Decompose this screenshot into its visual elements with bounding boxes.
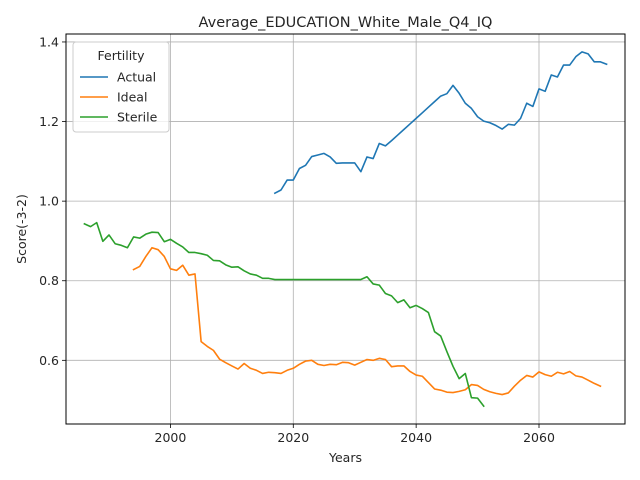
series-line-sterile xyxy=(83,221,485,408)
x-axis-label: Years xyxy=(328,450,362,465)
y-tick-label: 0.6 xyxy=(39,353,59,368)
y-tick-label: 1.2 xyxy=(39,114,59,129)
x-tick-label: 2060 xyxy=(523,430,555,445)
legend-label-sterile: Sterile xyxy=(117,110,158,125)
y-tick-label: 1.0 xyxy=(39,194,59,209)
x-tick-label: 2040 xyxy=(400,430,432,445)
y-tick-label: 1.4 xyxy=(39,34,59,49)
legend-title: Fertility xyxy=(98,48,146,63)
series-lines xyxy=(83,51,608,408)
legend-label-actual: Actual xyxy=(117,70,156,85)
legend-items: Actual Ideal Sterile xyxy=(80,70,158,125)
chart-title: Average_EDUCATION_White_Male_Q4_IQ xyxy=(199,15,493,31)
series-line-actual xyxy=(273,51,608,195)
legend-box xyxy=(72,41,170,133)
series-line-ideal xyxy=(132,246,602,396)
x-tick-label: 2000 xyxy=(155,430,187,445)
plot-frame xyxy=(65,33,626,425)
y-tick-label: 0.8 xyxy=(39,273,59,288)
axis-ticks: 2000 2020 2040 2060 0.6 0.8 1.0 1.2 1.4 xyxy=(39,34,555,445)
legend-label-ideal: Ideal xyxy=(117,90,147,105)
y-axis-label: Score(-3-2) xyxy=(14,194,29,264)
x-tick-label: 2020 xyxy=(277,430,309,445)
legend: Fertility Actual Ideal Sterile xyxy=(72,41,170,133)
